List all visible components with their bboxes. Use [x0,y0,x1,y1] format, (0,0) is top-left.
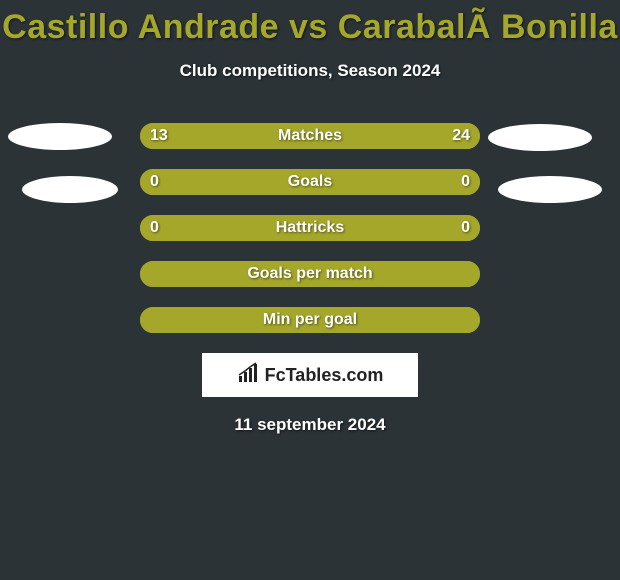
bar-label: Min per goal [140,307,480,333]
chart-icon [237,362,261,389]
value-left: 0 [140,215,169,241]
subtitle: Club competitions, Season 2024 [0,61,620,81]
value-left: 0 [140,169,169,195]
bar-label: Hattricks [140,215,480,241]
logo-text: FcTables.com [265,365,384,386]
decorative-ellipse [8,123,112,150]
value-right: 24 [442,123,480,149]
page-title: Castillo Andrade vs CarabalÃ Bonilla [0,0,620,47]
logo-box: FcTables.com [202,353,418,397]
decorative-ellipse [22,176,118,203]
stat-row: Min per goal [140,307,480,333]
decorative-ellipse [488,124,592,151]
value-right: 0 [451,169,480,195]
bar-label: Matches [140,123,480,149]
stat-row: Hattricks0 0 [140,215,480,241]
stat-row: Matches13 24 [140,123,480,149]
bar-label: Goals [140,169,480,195]
stat-rows: Matches1324Goals00Hattricks00Goals per m… [0,123,620,333]
bar-label: Goals per match [140,261,480,287]
value-right: 0 [451,215,480,241]
date-text: 11 september 2024 [0,415,620,435]
decorative-ellipse [498,176,602,203]
stat-row: Goals0 0 [140,169,480,195]
stat-row: Goals per match [140,261,480,287]
value-left: 13 [140,123,178,149]
